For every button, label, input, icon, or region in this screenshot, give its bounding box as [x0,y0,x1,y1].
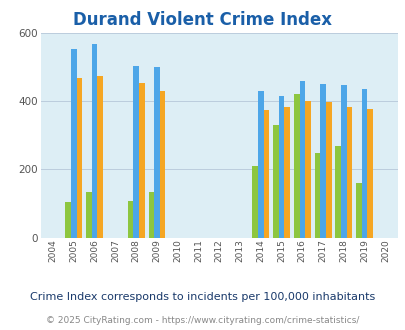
Bar [320,84,325,238]
Bar [139,83,144,238]
Bar [305,101,310,238]
Bar [148,192,154,238]
Bar [278,96,284,238]
Bar [299,81,305,238]
Bar [346,107,352,238]
Text: Crime Index corresponds to incidents per 100,000 inhabitants: Crime Index corresponds to incidents per… [30,292,375,302]
Bar [65,202,71,238]
Text: Durand Violent Crime Index: Durand Violent Crime Index [73,11,332,29]
Bar [273,125,278,238]
Bar [71,49,77,238]
Bar [92,44,97,238]
Bar [133,66,139,238]
Bar [340,85,346,238]
Bar [159,91,165,238]
Bar [284,107,289,238]
Bar [314,153,320,238]
Bar [361,89,367,238]
Bar [355,183,361,238]
Bar [367,109,372,238]
Bar [97,76,103,238]
Text: © 2025 CityRating.com - https://www.cityrating.com/crime-statistics/: © 2025 CityRating.com - https://www.city… [46,315,359,325]
Bar [293,94,299,238]
Bar [325,102,331,238]
Bar [257,91,263,238]
Bar [335,146,340,238]
Bar [77,78,82,238]
Bar [154,67,159,238]
Bar [86,192,92,238]
Bar [252,166,257,238]
Bar [263,111,269,238]
Bar [128,201,133,238]
